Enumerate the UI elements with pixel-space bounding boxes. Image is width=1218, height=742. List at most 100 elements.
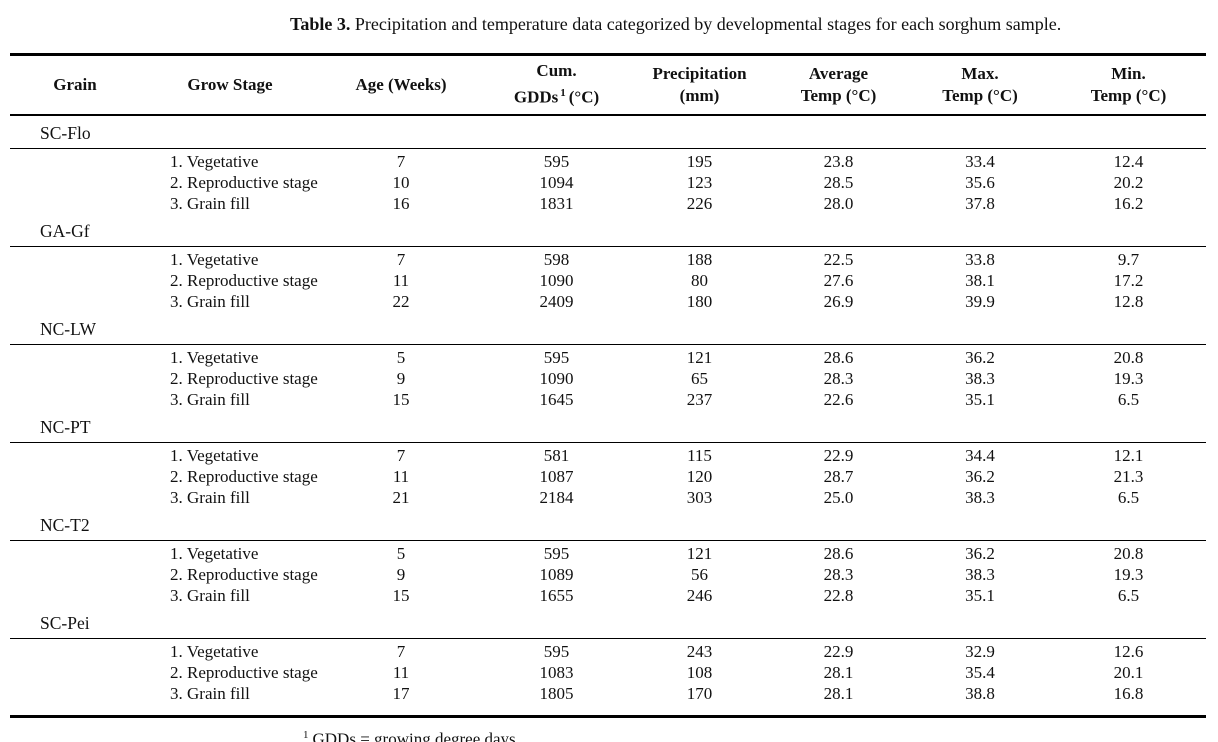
header-grow-stage-label: Grow Stage: [187, 74, 273, 94]
max-temp-cell: 38.1: [965, 270, 995, 290]
max-temp-cell: 38.8: [965, 683, 995, 703]
group-nc-pt: NC-PT 1. Vegetative 7 581 115 22.9 34.4 …: [10, 409, 1206, 508]
header-precip-line2: (mm): [679, 85, 720, 105]
precip-cell: 170: [686, 683, 713, 703]
spacer-cell: [10, 638, 140, 662]
stage-cell: 3. Grain fill: [170, 683, 250, 703]
spacer-cell: [10, 683, 140, 717]
stage-cell: 1. Vegetative: [170, 347, 259, 367]
stage-cell: 2. Reproductive stage: [170, 368, 318, 388]
stage-cell: 1. Vegetative: [170, 151, 259, 171]
age-cell: 16: [392, 193, 410, 213]
group-label-row: SC-Flo: [10, 114, 1206, 149]
min-temp-cell: 20.1: [1113, 662, 1144, 682]
footnote: 1 GDDs = growing degree days.: [303, 725, 1218, 742]
precip-cell: 303: [686, 487, 713, 507]
min-temp-cell: 17.2: [1113, 270, 1144, 290]
table-row: 3. Grain fill 15 1655 246 22.8 35.1 6.5: [10, 585, 1206, 606]
avg-temp-cell: 26.9: [823, 291, 854, 311]
table-row: 3. Grain fill 15 1645 237 22.6 35.1 6.5: [10, 389, 1206, 410]
gdd-cell: 1090: [539, 270, 574, 290]
gdd-cell: 1089: [539, 564, 574, 584]
avg-temp-cell: 22.5: [823, 249, 854, 269]
gdd-cell: 2184: [539, 487, 574, 507]
precip-cell: 246: [686, 585, 713, 605]
spacer-cell: [10, 368, 140, 389]
max-temp-cell: 35.1: [965, 389, 995, 409]
min-temp-cell: 20.2: [1113, 172, 1144, 192]
table-row: 1. Vegetative 7 598 188 22.5 33.8 9.7: [10, 246, 1206, 270]
table-row: 2. Reproductive stage 10 1094 123 28.5 3…: [10, 172, 1206, 193]
group-label-row: NC-T2: [10, 507, 1206, 541]
gdd-cell: 1831: [539, 193, 574, 213]
min-temp-cell: 16.8: [1113, 683, 1144, 703]
group-ga-gf: GA-Gf 1. Vegetative 7 598 188 22.5 33.8 …: [10, 213, 1206, 312]
header-avg-line1: Average: [808, 63, 869, 83]
spacer-cell: [10, 291, 140, 312]
avg-temp-cell: 22.8: [823, 585, 854, 605]
age-cell: 10: [392, 172, 410, 192]
table-row: 2. Reproductive stage 9 1090 65 28.3 38.…: [10, 368, 1206, 389]
header-avg-line2: Temp (°C): [800, 85, 877, 105]
stage-cell: 3. Grain fill: [170, 585, 250, 605]
table-row: 1. Vegetative 7 595 243 22.9 32.9 12.6: [10, 638, 1206, 662]
gdd-cell: 598: [543, 249, 570, 269]
avg-temp-cell: 28.1: [823, 683, 854, 703]
col-header-min-temp: Min. Temp (°C): [1051, 54, 1206, 116]
precip-cell: 188: [686, 249, 713, 269]
col-header-precipitation: Precipitation (mm): [631, 54, 768, 116]
min-temp-cell: 16.2: [1113, 193, 1144, 213]
max-temp-cell: 39.9: [965, 291, 995, 311]
spacer-cell: [10, 585, 140, 606]
age-cell: 7: [396, 641, 406, 661]
grain-label: NC-T2: [10, 507, 1206, 541]
min-temp-cell: 19.3: [1113, 368, 1144, 388]
max-temp-cell: 36.2: [965, 466, 995, 486]
age-cell: 11: [392, 270, 410, 290]
avg-temp-cell: 28.1: [823, 662, 854, 682]
avg-temp-cell: 28.3: [823, 564, 854, 584]
avg-temp-cell: 22.6: [823, 389, 854, 409]
precip-cell: 121: [686, 347, 713, 367]
footnote-text: GDDs = growing degree days.: [312, 729, 520, 742]
spacer-cell: [10, 270, 140, 291]
precip-cell: 123: [686, 172, 713, 192]
max-temp-cell: 38.3: [965, 487, 995, 507]
table-row: 2. Reproductive stage 9 1089 56 28.3 38.…: [10, 564, 1206, 585]
min-temp-cell: 12.6: [1113, 641, 1144, 661]
caption-text: Precipitation and temperature data categ…: [350, 14, 1062, 34]
stage-cell: 3. Grain fill: [170, 487, 250, 507]
max-temp-cell: 37.8: [965, 193, 995, 213]
spacer-cell: [10, 442, 140, 466]
table-row: 2. Reproductive stage 11 1090 80 27.6 38…: [10, 270, 1206, 291]
precip-temp-table: Grain Grow Stage Age (Weeks) Cum. GDDs 1(…: [10, 53, 1206, 718]
header-max-line2: Temp (°C): [942, 85, 1018, 105]
header-min-line2: Temp (°C): [1090, 85, 1167, 105]
col-header-grain: Grain: [10, 54, 140, 116]
header-gdd-text: GDDs: [513, 88, 559, 108]
grain-label: SC-Pei: [10, 605, 1206, 639]
spacer-cell: [10, 662, 140, 683]
grain-label: NC-PT: [10, 409, 1206, 443]
gdd-cell: 1655: [539, 585, 574, 605]
stage-cell: 3. Grain fill: [170, 291, 250, 311]
stage-cell: 2. Reproductive stage: [170, 564, 318, 584]
group-label-row: SC-Pei: [10, 605, 1206, 639]
avg-temp-cell: 25.0: [823, 487, 854, 507]
spacer-cell: [10, 564, 140, 585]
precip-cell: 243: [686, 641, 713, 661]
stage-cell: 1. Vegetative: [170, 543, 259, 563]
spacer-cell: [10, 344, 140, 368]
precip-cell: 237: [686, 389, 713, 409]
gdd-cell: 1083: [539, 662, 574, 682]
min-temp-cell: 12.1: [1113, 445, 1144, 465]
stage-cell: 2. Reproductive stage: [170, 466, 318, 486]
avg-temp-cell: 22.9: [823, 641, 854, 661]
precip-cell: 56: [691, 564, 708, 584]
precip-cell: 226: [686, 193, 713, 213]
age-cell: 5: [396, 543, 406, 563]
max-temp-cell: 38.3: [965, 368, 995, 388]
group-label-row: NC-LW: [10, 311, 1206, 345]
stage-cell: 2. Reproductive stage: [170, 172, 318, 192]
